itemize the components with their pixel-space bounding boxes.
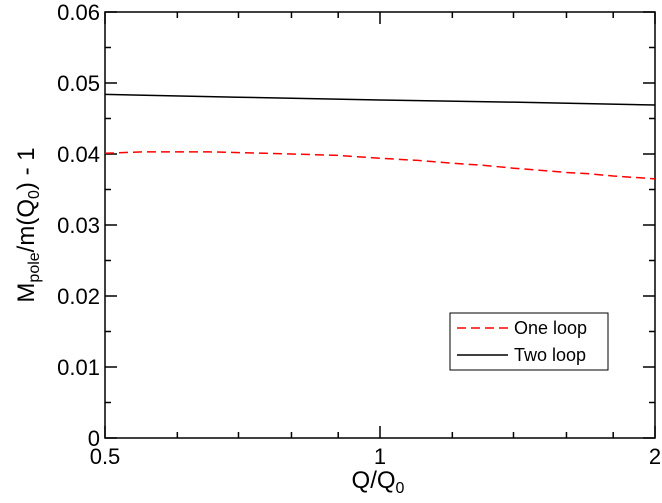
y-tick-label: 0.06 <box>57 0 100 25</box>
x-tick-label: 2 <box>649 444 661 469</box>
series-group <box>104 93 656 180</box>
series-line-one-loop <box>104 151 656 180</box>
y-axis-label-part-1: pole <box>26 252 43 282</box>
x-axis-label-main: Q/Q <box>352 467 396 494</box>
y-axis-label-part-2: /m(Q <box>13 199 40 252</box>
y-tick-label: 0.01 <box>57 355 100 380</box>
plot-frame <box>104 11 656 439</box>
y-tick-label: 0.03 <box>57 213 100 238</box>
x-ticks: 0.5 1 2 <box>90 12 661 469</box>
y-axis-label-part-3: 0 <box>26 190 43 199</box>
legend: One loop Two loop <box>449 312 609 371</box>
legend-label-two-loop: Two loop <box>514 345 586 365</box>
y-tick-label: 0.05 <box>57 71 100 96</box>
y-ticks: 0 0.01 0.02 0.03 0.04 0.05 0.06 <box>57 0 655 451</box>
legend-label-one-loop: One loop <box>514 318 587 338</box>
series-line-two-loop <box>104 93 656 106</box>
y-axis-label: Mpole/m(Q0) - 1 <box>13 147 43 302</box>
x-tick-label: 0.5 <box>90 444 121 469</box>
x-axis-label: Q/Q0 <box>352 467 405 497</box>
plot-area: 0 0.01 0.02 0.03 0.04 0.05 0.06 0.5 1 2 <box>57 0 661 469</box>
legend-box <box>449 312 609 371</box>
y-tick-label: 0 <box>88 426 100 451</box>
x-tick-label: 1 <box>374 444 386 469</box>
y-tick-label: 0.04 <box>57 142 100 167</box>
y-tick-label: 0.02 <box>57 284 100 309</box>
x-axis-label-sub: 0 <box>396 480 405 497</box>
y-axis-label-part-0: M <box>13 283 40 303</box>
y-axis-label-part-4: ) - 1 <box>13 147 40 190</box>
